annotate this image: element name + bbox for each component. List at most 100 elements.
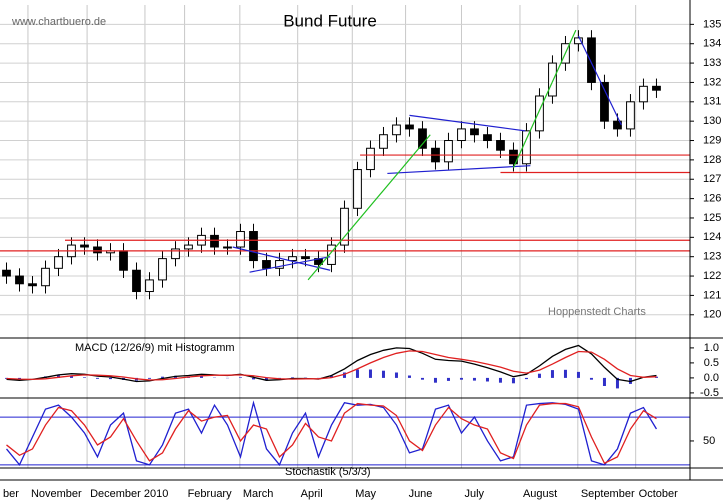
candle-body (184, 244, 193, 250)
candle-body (223, 246, 232, 249)
histogram-bar (355, 369, 359, 378)
y-tick-label: 121 (703, 289, 721, 301)
histogram-bar (4, 377, 8, 379)
histogram-bar (446, 377, 450, 381)
candle-body (457, 128, 466, 142)
candle-body (574, 37, 583, 45)
histogram-bar (238, 377, 242, 378)
candle-body (652, 85, 661, 91)
candle-body (444, 140, 453, 163)
candle-body (327, 244, 336, 265)
candle-body (379, 134, 388, 149)
histogram-bar (472, 377, 476, 381)
histogram-bar (199, 376, 203, 378)
histogram-bar (602, 377, 606, 386)
histogram-bar (563, 369, 567, 378)
histogram-bar (160, 376, 164, 378)
y-tick-label: 0.0 (704, 372, 719, 384)
y-tick-label: 123 (703, 251, 721, 263)
candle-body (392, 124, 401, 136)
candle-body (613, 120, 622, 130)
histogram-bar (82, 377, 86, 378)
chart-title: Bund Future (283, 11, 377, 30)
histogram-bar (498, 377, 502, 383)
candle-body (236, 231, 245, 248)
y-tick-label: 128 (703, 154, 721, 166)
macd-line (6, 344, 657, 383)
histogram-bar (589, 377, 593, 380)
stochastic-title: Stochastik (5/3/3) (285, 466, 371, 478)
candle-body (496, 140, 505, 151)
stochastic-line (6, 402, 657, 465)
y-tick-label: 130 (703, 115, 721, 127)
histogram-bar (550, 370, 554, 378)
candle-body (366, 147, 375, 171)
trend-line (249, 256, 331, 273)
candle-body (28, 283, 37, 287)
candle-body (548, 62, 557, 97)
x-tick-label: July (464, 488, 484, 500)
candle-body (54, 256, 63, 269)
candle-body (535, 95, 544, 132)
candle-body (301, 256, 310, 260)
candle-body (171, 248, 180, 260)
candle-body (483, 134, 492, 142)
candle-body (2, 269, 11, 277)
trend-line (307, 134, 431, 281)
candle-body (93, 246, 102, 254)
x-tick-label: December 2010 (90, 488, 168, 500)
candle-body (639, 85, 648, 103)
histogram-bar (537, 373, 541, 378)
candle-body (353, 169, 362, 209)
histogram-bar (576, 371, 580, 378)
histogram-bar (615, 377, 619, 389)
x-tick-label: ber (3, 488, 19, 500)
histogram-bar (459, 377, 463, 380)
histogram-bar (147, 377, 151, 379)
x-tick-label: May (355, 488, 376, 500)
histogram-bar (368, 369, 372, 378)
candle-body (275, 260, 284, 269)
source-label: www.chartbuero.de (11, 16, 106, 28)
histogram-bar (251, 377, 255, 380)
candle-body (522, 130, 531, 165)
y-tick-label: 134 (703, 38, 721, 50)
histogram-bar (69, 375, 73, 378)
histogram-bar (524, 377, 528, 380)
histogram-bar (290, 377, 294, 378)
x-tick-label: June (409, 488, 433, 500)
macd-title: MACD (12/26/9) mit Histogramm (75, 342, 235, 354)
y-tick-label: 131 (703, 96, 721, 108)
trend-line (232, 246, 331, 271)
candle-body (600, 81, 609, 122)
x-tick-label: October (639, 488, 678, 500)
candle-body (418, 128, 427, 149)
y-tick-label: 0.5 (704, 357, 719, 369)
y-tick-label: 125 (703, 212, 721, 224)
candle-body (41, 267, 50, 287)
candle-body (132, 269, 141, 293)
y-tick-label: 127 (703, 173, 721, 185)
histogram-bar (485, 377, 489, 382)
histogram-bar (433, 377, 437, 383)
macd-line (6, 350, 657, 381)
candle-body (210, 234, 219, 248)
candle-body (626, 101, 635, 130)
histogram-bar (108, 377, 112, 380)
candle-body (288, 256, 297, 262)
histogram-bar (381, 370, 385, 378)
candle-body (80, 244, 89, 248)
histogram-bar (264, 377, 268, 381)
x-tick-label: September (581, 488, 635, 500)
y-tick-label: -0.5 (700, 387, 719, 399)
histogram-bar (95, 377, 99, 379)
trend-line (409, 114, 526, 132)
candle-body (119, 250, 128, 271)
candle-body (145, 279, 154, 293)
candle-body (587, 37, 596, 83)
x-tick-label: March (243, 488, 274, 500)
histogram-bar (329, 375, 333, 378)
candle-body (340, 207, 349, 246)
